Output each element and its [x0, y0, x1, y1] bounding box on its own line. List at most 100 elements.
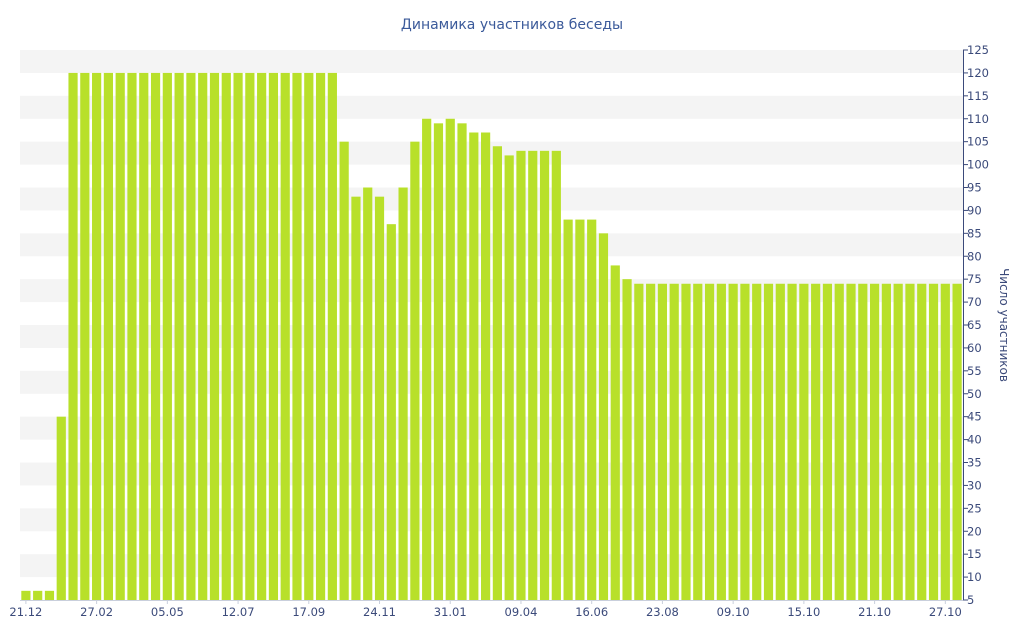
y-tick-label: 55: [967, 364, 982, 378]
bar[interactable]: [33, 590, 43, 600]
bar[interactable]: [846, 283, 856, 600]
y-tick-label: 30: [967, 478, 982, 492]
bar[interactable]: [339, 141, 349, 601]
bar[interactable]: [92, 72, 102, 601]
bar[interactable]: [822, 283, 833, 600]
bar[interactable]: [752, 283, 762, 600]
bar[interactable]: [162, 72, 172, 601]
bar[interactable]: [528, 150, 538, 600]
x-tick-label: 16.06: [575, 605, 608, 619]
bar[interactable]: [221, 72, 231, 601]
y-tick-label: 120: [967, 66, 989, 80]
y-tick-label: 60: [967, 341, 982, 355]
bar[interactable]: [634, 283, 644, 600]
bar[interactable]: [257, 72, 267, 601]
bar[interactable]: [704, 283, 715, 600]
bar[interactable]: [870, 283, 880, 600]
bar[interactable]: [893, 283, 903, 600]
bar[interactable]: [115, 72, 125, 601]
bar[interactable]: [374, 196, 385, 601]
bar[interactable]: [315, 72, 326, 601]
bar[interactable]: [292, 72, 302, 601]
bar[interactable]: [610, 265, 620, 600]
bar[interactable]: [657, 283, 668, 600]
bar[interactable]: [127, 72, 137, 601]
bar[interactable]: [905, 283, 915, 600]
bar[interactable]: [516, 150, 526, 600]
bar[interactable]: [881, 283, 891, 600]
x-tick-label: 21.12: [9, 605, 42, 619]
bar[interactable]: [245, 72, 255, 601]
bar[interactable]: [327, 72, 337, 601]
y-tick-label: 95: [967, 181, 982, 195]
bar[interactable]: [410, 141, 420, 601]
bar[interactable]: [103, 72, 113, 601]
grid-band: [20, 416, 963, 440]
bar[interactable]: [763, 283, 774, 600]
bar[interactable]: [363, 187, 373, 601]
bar[interactable]: [681, 283, 691, 600]
bar[interactable]: [80, 72, 90, 601]
bar[interactable]: [150, 72, 161, 601]
bar[interactable]: [787, 283, 797, 600]
bar[interactable]: [858, 283, 868, 600]
bar[interactable]: [940, 283, 950, 600]
bar[interactable]: [233, 72, 243, 601]
bar[interactable]: [693, 283, 703, 600]
bar[interactable]: [56, 416, 66, 600]
bar[interactable]: [186, 72, 196, 601]
bar[interactable]: [304, 72, 314, 601]
bar[interactable]: [834, 283, 844, 600]
y-tick-label: 5: [967, 593, 974, 607]
bar[interactable]: [386, 224, 396, 601]
bar[interactable]: [68, 72, 78, 601]
grid-band: [20, 187, 963, 211]
grid-band: [20, 370, 963, 394]
y-tick-label: 40: [967, 433, 982, 447]
bar[interactable]: [504, 155, 514, 601]
grid-band: [20, 279, 963, 303]
bar[interactable]: [469, 132, 479, 601]
bar[interactable]: [669, 283, 679, 600]
bar[interactable]: [728, 283, 738, 600]
y-tick-label: 90: [967, 203, 982, 217]
bar[interactable]: [575, 219, 585, 600]
bar[interactable]: [280, 72, 290, 601]
x-tick-label: 27.10: [929, 605, 962, 619]
bar[interactable]: [587, 219, 597, 600]
bar[interactable]: [740, 283, 750, 600]
bar[interactable]: [492, 146, 502, 600]
bar[interactable]: [21, 590, 31, 600]
bar[interactable]: [445, 118, 455, 600]
bar[interactable]: [811, 283, 821, 600]
bar[interactable]: [622, 279, 632, 600]
bar[interactable]: [551, 150, 561, 600]
bar[interactable]: [775, 283, 785, 600]
bar[interactable]: [952, 283, 962, 600]
y-tick-label: 25: [967, 501, 982, 515]
bar[interactable]: [917, 283, 927, 600]
grid-band: [20, 95, 963, 119]
bar[interactable]: [928, 283, 939, 600]
y-tick-label: 115: [967, 89, 989, 103]
bar[interactable]: [268, 72, 279, 601]
bar[interactable]: [139, 72, 149, 601]
bar[interactable]: [174, 72, 184, 601]
x-tick-label: 09.04: [505, 605, 538, 619]
bar[interactable]: [44, 590, 55, 600]
bar[interactable]: [716, 283, 726, 600]
bar[interactable]: [481, 132, 491, 601]
bar[interactable]: [457, 123, 467, 600]
bar[interactable]: [351, 196, 361, 601]
bar[interactable]: [209, 72, 220, 601]
bar[interactable]: [433, 123, 444, 600]
bar[interactable]: [398, 187, 408, 601]
bar[interactable]: [646, 283, 656, 600]
bar[interactable]: [799, 283, 809, 600]
bar[interactable]: [539, 150, 550, 600]
bar[interactable]: [563, 219, 573, 600]
bar[interactable]: [598, 233, 609, 600]
bar[interactable]: [422, 118, 432, 600]
bar[interactable]: [198, 72, 208, 601]
